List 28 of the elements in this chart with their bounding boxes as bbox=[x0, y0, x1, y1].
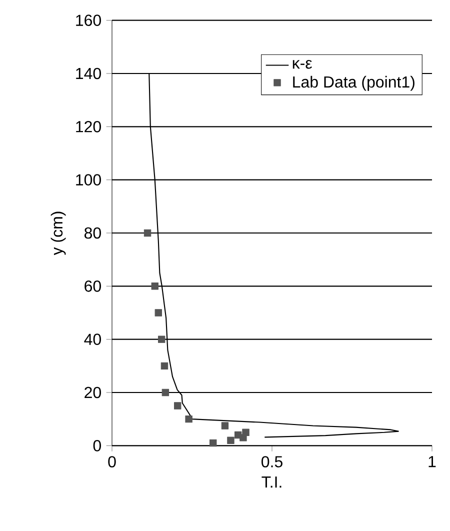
point bbox=[210, 439, 217, 447]
y-tick-label: 140 bbox=[76, 68, 101, 80]
point bbox=[158, 336, 166, 343]
y-axis-title: y (cm) bbox=[50, 212, 66, 256]
point bbox=[162, 388, 170, 396]
y-tick-label: 80 bbox=[84, 227, 101, 239]
legend-label: κ-ε bbox=[292, 60, 312, 69]
point bbox=[227, 436, 234, 444]
x-tick-label: 1 bbox=[428, 456, 436, 468]
y-tick-label: 100 bbox=[76, 174, 101, 186]
point bbox=[154, 309, 162, 316]
y-tick-label: 0 bbox=[93, 440, 101, 452]
point bbox=[240, 434, 247, 442]
point bbox=[160, 362, 168, 370]
x-tick-label: 0.5 bbox=[262, 456, 282, 468]
x-axis-title: T.I. bbox=[262, 476, 282, 488]
y-tick-label: 60 bbox=[84, 280, 101, 292]
y-tick-label: 40 bbox=[84, 334, 101, 345]
y-tick-label: 160 bbox=[76, 14, 101, 26]
point bbox=[151, 282, 158, 290]
legend-label: Lab Data (point1) bbox=[293, 76, 414, 91]
y-tick-label: 20 bbox=[84, 386, 101, 398]
point bbox=[174, 402, 182, 410]
y-tick-label: 120 bbox=[76, 121, 101, 132]
point bbox=[144, 229, 152, 237]
point bbox=[221, 422, 229, 430]
point bbox=[185, 415, 192, 423]
x-tick-label: 0 bbox=[108, 456, 116, 468]
